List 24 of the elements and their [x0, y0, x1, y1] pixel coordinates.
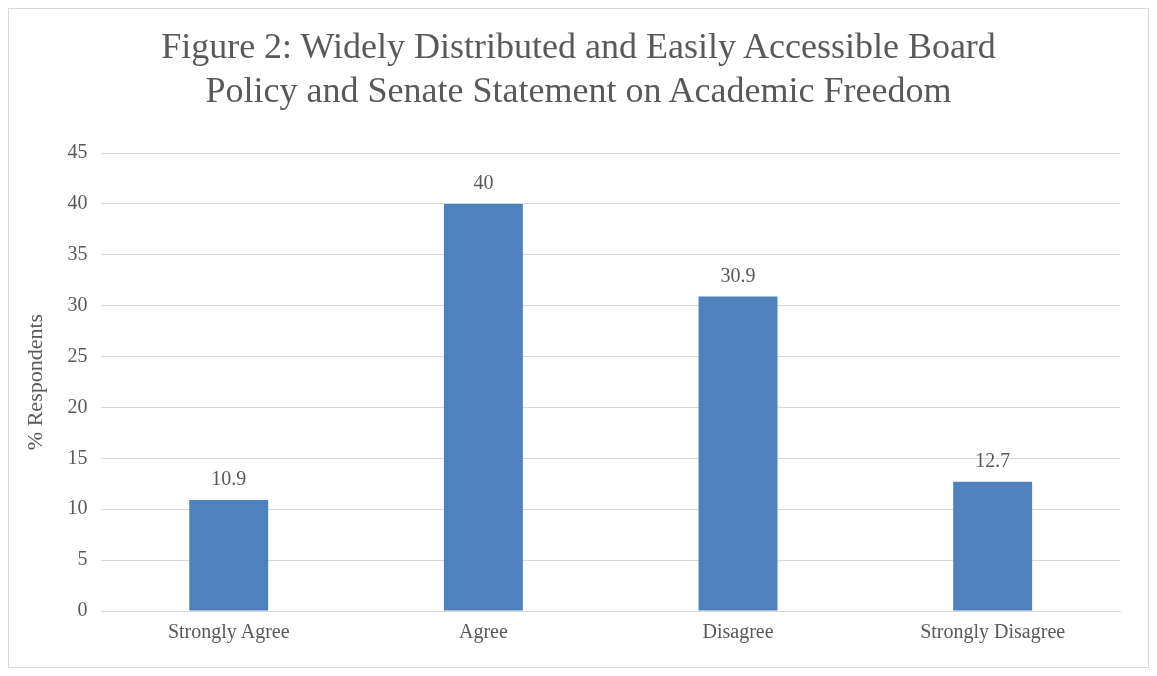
y-tick-label: 20 — [67, 394, 88, 417]
bar — [189, 500, 269, 611]
x-tick-label: Strongly Agree — [167, 620, 290, 644]
y-tick-label: 15 — [67, 445, 88, 468]
data-label: 12.7 — [975, 448, 1011, 471]
y-tick-label: 30 — [67, 292, 88, 315]
y-tick-label: 5 — [77, 547, 88, 570]
bar — [953, 481, 1033, 611]
y-tick-label: 40 — [67, 191, 88, 214]
data-label: 30.9 — [720, 263, 756, 286]
chart-title: Figure 2: Widely Distributed and Easily Accessible Board Policy and Senate Statement on Academic Freedom — [160, 25, 997, 112]
bar — [443, 203, 523, 611]
x-tick-label: Strongly Disagree — [920, 620, 1066, 644]
data-label: 40 — [473, 171, 494, 194]
y-tick-label: 0 — [77, 598, 88, 621]
x-tick-label: Disagree — [702, 620, 774, 644]
y-tick-label: 10 — [67, 496, 88, 519]
x-tick-label: Agree — [458, 620, 508, 644]
y-tick-label: 35 — [67, 242, 88, 265]
y-axis-title: % Respondents — [21, 313, 47, 451]
data-label: 10.9 — [211, 467, 247, 490]
y-tick-label: 45 — [67, 140, 88, 163]
y-tick-label: 25 — [67, 343, 88, 366]
bar — [698, 296, 778, 611]
